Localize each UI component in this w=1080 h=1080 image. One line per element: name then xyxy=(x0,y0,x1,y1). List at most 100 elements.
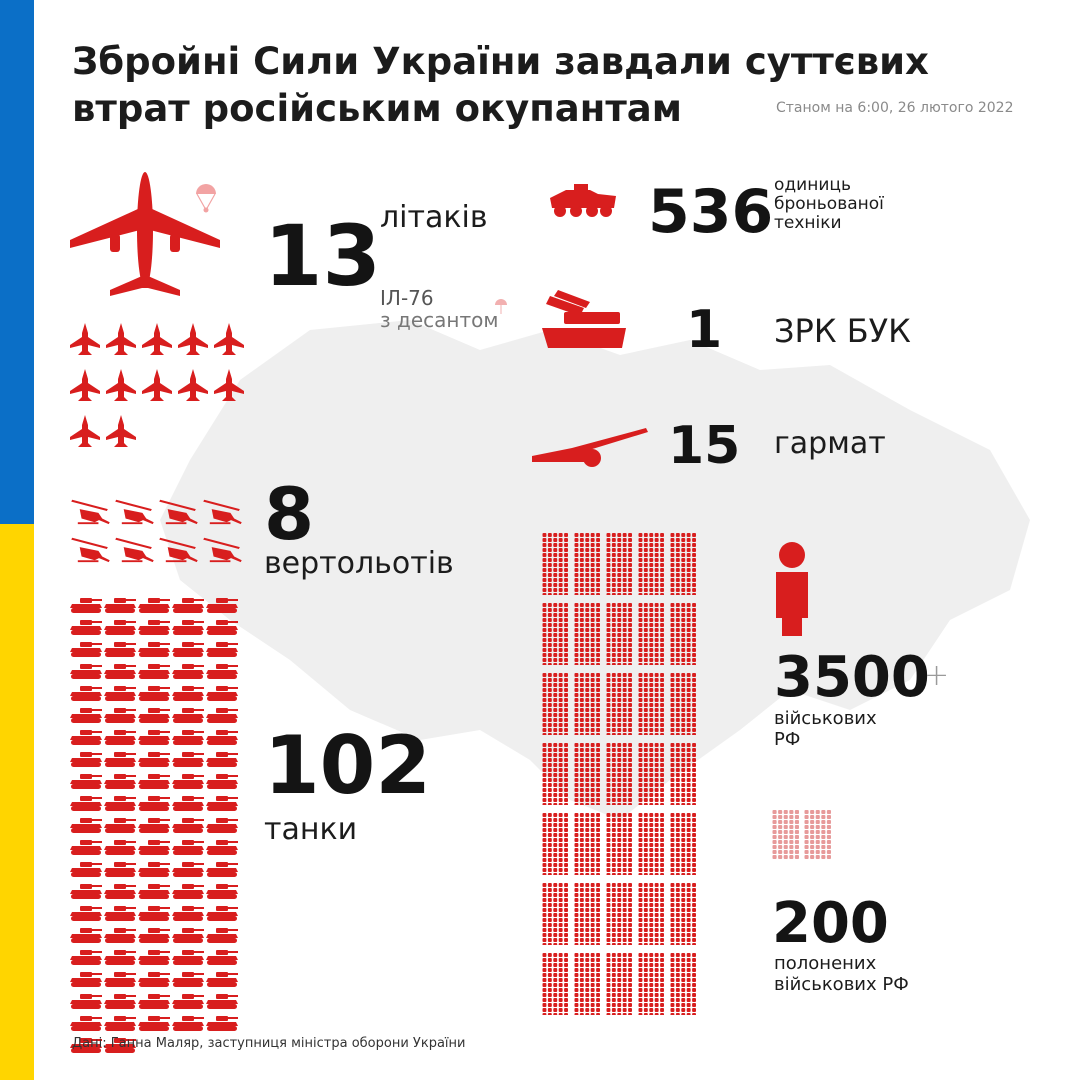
armored-label-line-1: одиниць xyxy=(774,175,851,195)
title-line-2: втрат російським окупантам xyxy=(72,87,682,130)
helicopter-icon xyxy=(159,499,198,525)
fighter-jet-icon xyxy=(214,323,244,355)
armored-label: одиниць броньованої техніки xyxy=(774,176,884,233)
tank-icon xyxy=(172,708,204,723)
soldier-figures-block xyxy=(542,883,568,945)
tank-icon xyxy=(206,598,238,613)
helicopters-count: 8 xyxy=(264,472,315,556)
tank-icon xyxy=(104,884,136,899)
tank-icon xyxy=(104,906,136,921)
tank-icon xyxy=(70,598,102,613)
tank-icon xyxy=(104,840,136,855)
tank-icon xyxy=(206,774,238,789)
soldier-figures-block xyxy=(638,813,664,875)
as-of-date: Станом на 6:00, 26 лютого 2022 xyxy=(776,100,1014,116)
tank-icon xyxy=(172,686,204,701)
tank-icon xyxy=(206,796,238,811)
tank-icon xyxy=(172,752,204,767)
tank-icon xyxy=(172,774,204,789)
tank-icon xyxy=(138,598,170,613)
tank-icon xyxy=(104,642,136,657)
soldier-figures-block xyxy=(638,673,664,735)
helicopters-label: вертольотів xyxy=(264,546,454,581)
tank-icon xyxy=(172,598,204,613)
fighter-jet-icon xyxy=(142,323,172,355)
helicopter-icon xyxy=(115,499,154,525)
tank-icon xyxy=(206,994,238,1009)
armored-label-line-3: техніки xyxy=(774,213,842,233)
planes-note-model: ІЛ-76 xyxy=(380,286,434,310)
soldier-figures-block xyxy=(542,813,568,875)
captured-figures-block xyxy=(772,810,799,859)
fighter-jet-icon xyxy=(178,369,208,401)
tank-icon xyxy=(70,752,102,767)
tank-icon xyxy=(104,862,136,877)
tank-icon xyxy=(206,752,238,767)
tank-icon xyxy=(138,730,170,745)
tank-icon xyxy=(70,840,102,855)
tank-icon xyxy=(138,906,170,921)
soldier-figures-block xyxy=(606,953,632,1015)
soldier-figures-block xyxy=(574,743,600,805)
guns-count: 15 xyxy=(668,416,741,476)
tank-icon xyxy=(206,664,238,679)
guns-label: гармат xyxy=(774,426,886,461)
sam-launcher-icon xyxy=(542,290,626,348)
tank-icon xyxy=(104,664,136,679)
soldier-figures-block xyxy=(670,743,696,805)
flag-stripe-blue xyxy=(0,0,34,524)
tank-icon xyxy=(138,840,170,855)
captured-figures-block xyxy=(804,810,831,859)
buk-label: ЗРК БУК xyxy=(774,312,911,350)
tank-icon xyxy=(138,1016,170,1031)
helicopter-icon xyxy=(203,499,242,525)
tank-icon xyxy=(70,906,102,921)
soldier-figures-block xyxy=(606,603,632,665)
tank-icon xyxy=(70,884,102,899)
captured-label-line-2: військових РФ xyxy=(774,974,909,995)
tank-icon xyxy=(206,950,238,965)
tank-icon xyxy=(172,994,204,1009)
tank-icon xyxy=(104,598,136,613)
tank-icon xyxy=(206,972,238,987)
tank-icon xyxy=(172,906,204,921)
tank-icon xyxy=(172,928,204,943)
tank-icon xyxy=(138,620,170,635)
tank-icon xyxy=(138,708,170,723)
tank-icon xyxy=(70,1016,102,1031)
tanks-grid xyxy=(70,596,240,1054)
tank-icon xyxy=(104,950,136,965)
helicopter-icon xyxy=(71,537,110,563)
tank-icon xyxy=(138,752,170,767)
tank-icon xyxy=(206,862,238,877)
soldier-figures-block xyxy=(574,673,600,735)
tank-icon xyxy=(206,818,238,833)
soldier-figures-block xyxy=(542,953,568,1015)
tank-icon xyxy=(104,686,136,701)
ukraine-map-background xyxy=(160,320,1030,820)
flag-stripe-yellow xyxy=(0,524,34,1080)
tank-icon xyxy=(172,884,204,899)
tank-icon xyxy=(138,686,170,701)
soldier-figures-block xyxy=(670,673,696,735)
planes-label: літаків xyxy=(380,200,488,235)
tanks-count: 102 xyxy=(264,719,431,812)
tank-icon xyxy=(70,928,102,943)
soldier-figures-block xyxy=(638,883,664,945)
soldier-figures-block xyxy=(638,533,664,595)
tank-icon xyxy=(104,928,136,943)
helicopter-icon xyxy=(159,537,198,563)
tank-icon xyxy=(104,818,136,833)
soldiers-count: 3500 xyxy=(774,645,930,710)
tank-icon xyxy=(172,796,204,811)
tank-icon xyxy=(70,862,102,877)
title-line-1: Збройні Сили України завдали суттєвих xyxy=(72,40,929,83)
tank-icon xyxy=(172,642,204,657)
tank-icon xyxy=(104,730,136,745)
tank-icon xyxy=(70,818,102,833)
soldiers-label-line-2: РФ xyxy=(774,729,801,750)
tank-icon xyxy=(138,972,170,987)
tanks-label: танки xyxy=(264,812,358,847)
data-source-note: Дані: Ганна Маляр, заступниця міністра о… xyxy=(72,1036,466,1051)
tank-icon xyxy=(206,730,238,745)
